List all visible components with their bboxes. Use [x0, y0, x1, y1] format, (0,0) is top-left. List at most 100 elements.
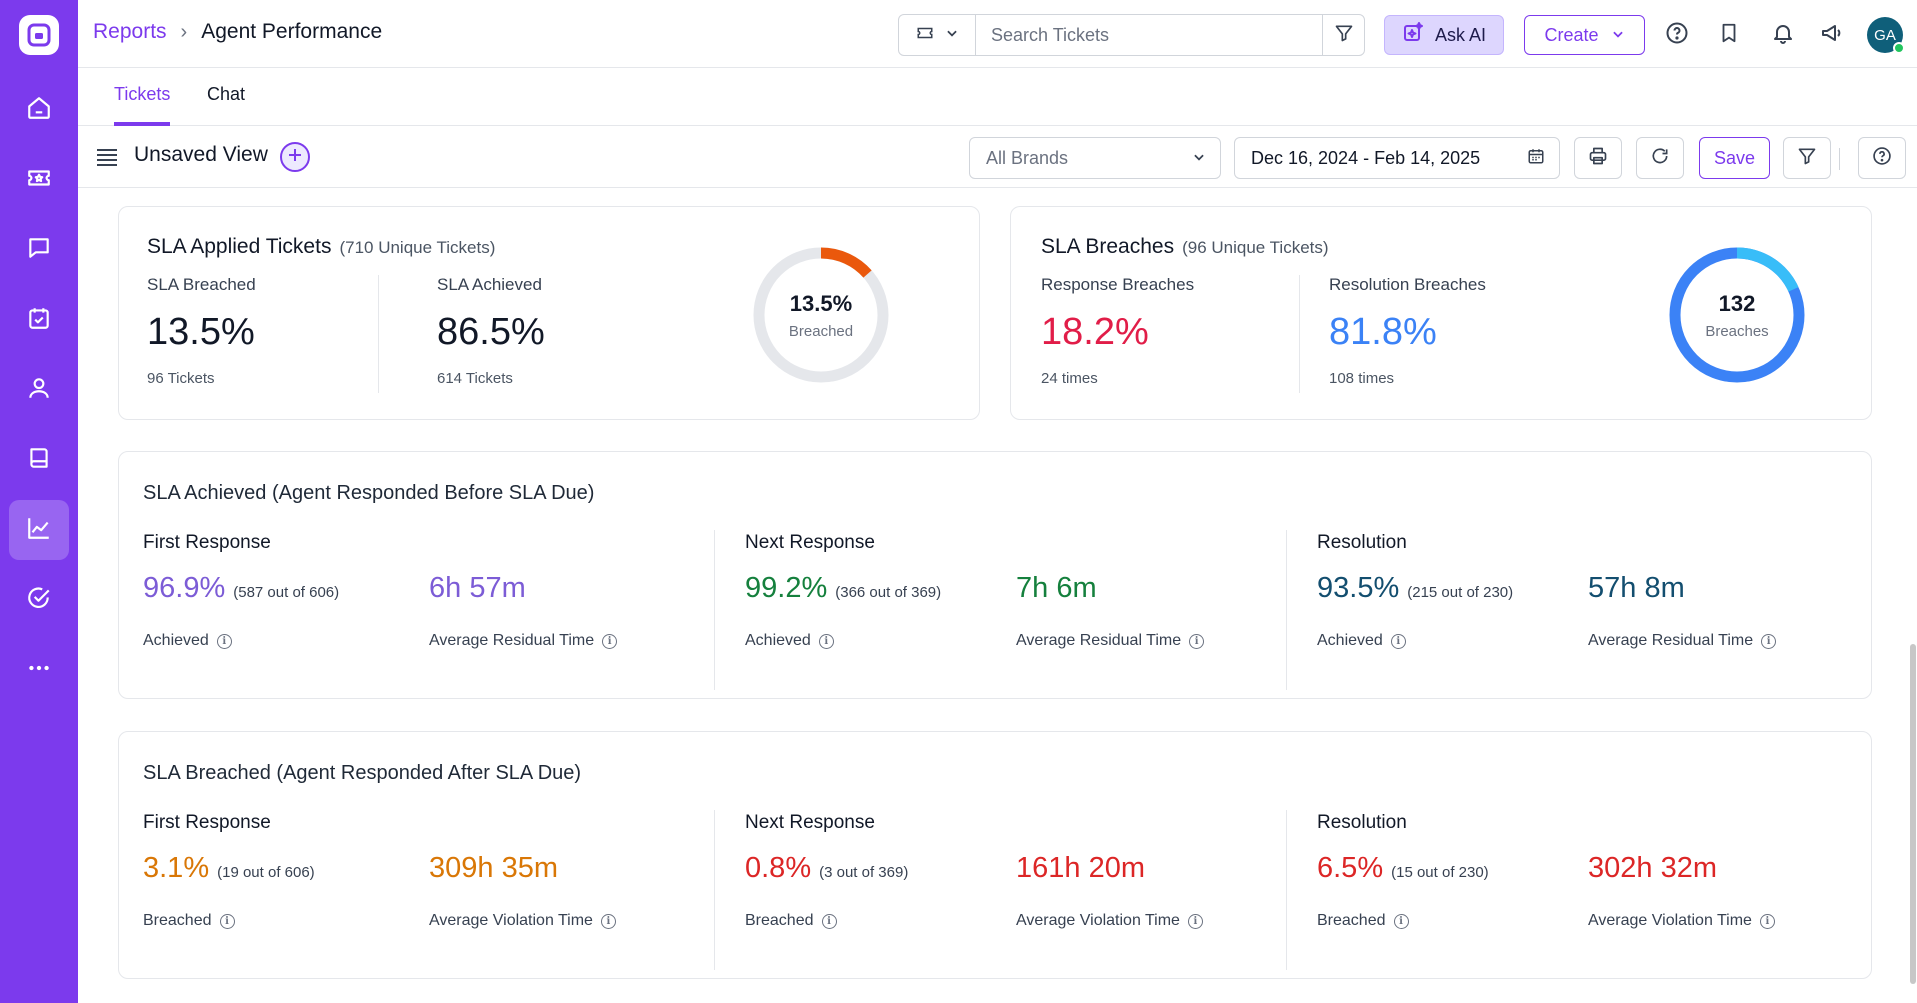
search-input[interactable] — [976, 15, 1322, 55]
sla-breached-value: 13.5% — [147, 311, 255, 353]
contacts-icon — [26, 375, 52, 406]
sla-breaches-card: SLA Breaches (96 Unique Tickets) Response… — [1010, 206, 1872, 420]
help-icon — [1872, 146, 1892, 171]
sla-breaches-donut-chart — [1669, 247, 1805, 383]
tab-chat[interactable]: Chat — [207, 84, 246, 104]
announcements-button[interactable] — [1817, 20, 1847, 50]
save-button[interactable]: Save — [1699, 137, 1770, 179]
sidebar-item-tasks[interactable] — [9, 290, 69, 350]
average-residual-time: 6h 57m — [429, 572, 526, 604]
add-view-button[interactable] — [280, 142, 310, 172]
filter-icon — [1334, 23, 1354, 48]
metric-divider — [1299, 275, 1300, 393]
info-icon[interactable]: i — [1761, 633, 1777, 649]
info-icon[interactable]: i — [1187, 913, 1203, 929]
response-breaches-times: 24 times — [1041, 370, 1098, 387]
metric-divider — [378, 275, 379, 393]
brand-select[interactable]: All Brands — [969, 137, 1221, 179]
date-range-picker[interactable]: Dec 16, 2024 - Feb 14, 2025 — [1234, 137, 1560, 179]
info-icon[interactable]: i — [219, 913, 235, 929]
pct-value: 99.2% — [745, 572, 828, 604]
sidebar — [0, 0, 78, 1003]
menu-icon[interactable] — [96, 148, 118, 171]
info-icon[interactable]: i — [1393, 913, 1409, 929]
bell-icon — [1771, 21, 1795, 50]
reports-icon — [25, 515, 53, 546]
resolution-breaches-times: 108 times — [1329, 370, 1395, 387]
sla-applied-donut-chart — [753, 247, 889, 383]
chevron-down-icon — [1611, 25, 1625, 46]
toolbar-help-button[interactable] — [1858, 137, 1906, 179]
sla-applied-donut: 13.5% Breached — [751, 245, 891, 385]
view-toolbar: Unsaved View All Brands Dec 16, 2024 - F… — [78, 126, 1917, 188]
create-label: Create — [1544, 24, 1599, 45]
sidebar-item-more[interactable] — [9, 640, 69, 700]
sla-applied-title-text: SLA Applied Tickets — [147, 235, 332, 258]
megaphone-icon — [1820, 21, 1844, 50]
achieved-percentage: 96.9% (587 out of 606) — [143, 572, 339, 605]
column-title: Resolution — [1317, 812, 1407, 833]
response-breaches-value: 18.2% — [1041, 311, 1149, 353]
status-text: Breached — [143, 912, 212, 929]
sla-achieved-label: SLA Achieved — [437, 275, 542, 294]
sidebar-item-chat[interactable] — [9, 220, 69, 280]
sidebar-item-approvals[interactable] — [9, 570, 69, 630]
chevron-down-icon — [1192, 148, 1206, 169]
home-icon — [26, 95, 52, 126]
search-filter-button[interactable] — [1322, 15, 1364, 55]
pct-value: 3.1% — [143, 852, 210, 884]
sla-breaches-subtitle: (96 Unique Tickets) — [1182, 238, 1329, 257]
scrollbar[interactable] — [1910, 644, 1916, 984]
pct-detail: (15 out of 230) — [1391, 864, 1489, 881]
pct-detail: (215 out of 230) — [1407, 584, 1514, 601]
ask-ai-button[interactable]: Ask AI — [1384, 15, 1504, 55]
donut-value: 132 — [1718, 290, 1756, 316]
sidebar-item-home[interactable] — [9, 80, 69, 140]
info-icon[interactable]: i — [818, 633, 834, 649]
info-icon[interactable]: i — [1390, 633, 1406, 649]
search-type-dropdown[interactable] — [899, 15, 976, 55]
top-header: Reports › Agent Performance Ask AI Creat… — [78, 0, 1917, 68]
refresh-button[interactable] — [1636, 137, 1684, 179]
tab-tickets[interactable]: Tickets — [114, 84, 171, 126]
user-avatar[interactable]: GA — [1867, 17, 1905, 54]
bookmark-button[interactable] — [1714, 20, 1744, 50]
help-button[interactable] — [1662, 20, 1692, 50]
sla-applied-title: SLA Applied Tickets (710 Unique Tickets) — [147, 235, 495, 259]
tasks-icon — [26, 305, 52, 336]
breadcrumb-reports-link[interactable]: Reports — [93, 20, 167, 43]
status-text: Achieved — [143, 632, 209, 649]
average-violation-time: 309h 35m — [429, 852, 558, 884]
sidebar-item-reports[interactable] — [9, 500, 69, 560]
status-label: Breached i — [143, 912, 235, 930]
info-icon[interactable]: i — [216, 633, 232, 649]
info-icon[interactable]: i — [821, 913, 837, 929]
time-label: Average Violation Time i — [429, 912, 616, 930]
page-title: Agent Performance — [201, 20, 383, 43]
notifications-button[interactable] — [1768, 20, 1798, 50]
time-label: Average Violation Time i — [1588, 912, 1775, 930]
time-label: Average Residual Time i — [1588, 632, 1777, 650]
sidebar-item-contacts[interactable] — [9, 360, 69, 420]
info-icon[interactable]: i — [602, 633, 618, 649]
column-divider — [714, 810, 715, 970]
sla-applied-subtitle: (710 Unique Tickets) — [339, 238, 496, 257]
info-icon[interactable]: i — [1759, 913, 1775, 929]
breached-first-response: First Response 3.1% (19 out of 606) 309h … — [143, 812, 703, 977]
info-icon[interactable]: i — [600, 913, 616, 929]
bookmark-icon — [1718, 21, 1740, 50]
sidebar-item-knowledge-base[interactable] — [9, 430, 69, 490]
status-text: Breached — [1317, 912, 1386, 929]
filter-button[interactable] — [1783, 137, 1831, 179]
approvals-icon — [26, 585, 52, 616]
breached-percentage: 0.8% (3 out of 369) — [745, 852, 908, 885]
app-logo[interactable] — [19, 15, 59, 55]
time-label: Average Residual Time i — [1016, 632, 1205, 650]
average-violation-time: 302h 32m — [1588, 852, 1717, 884]
print-button[interactable] — [1574, 137, 1622, 179]
sidebar-item-tickets[interactable] — [9, 150, 69, 210]
create-button[interactable]: Create — [1524, 15, 1645, 55]
info-icon[interactable]: i — [1189, 633, 1205, 649]
more-icon — [26, 655, 52, 686]
